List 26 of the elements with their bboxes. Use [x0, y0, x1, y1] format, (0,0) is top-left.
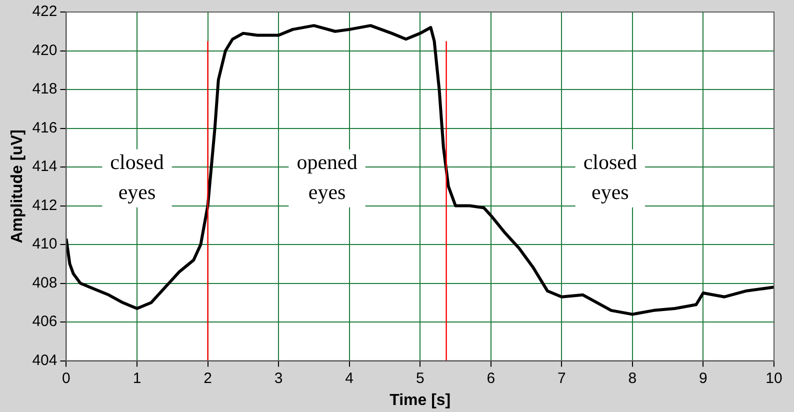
x-tick-label: 4 [345, 370, 354, 387]
x-tick-label: 10 [766, 370, 782, 387]
y-tick-label: 422 [32, 3, 58, 20]
y-tick-label: 416 [32, 119, 58, 136]
y-tick-label: 410 [32, 236, 58, 253]
x-tick-label: 1 [132, 370, 142, 387]
x-tick-label: 6 [486, 370, 496, 387]
annotation: closed eyes [110, 150, 164, 204]
x-tick-label: 5 [416, 370, 424, 387]
x-tick-label: 2 [204, 370, 212, 387]
x-axis-title: Time [s] [390, 392, 451, 409]
x-tick-label: 7 [557, 370, 566, 387]
annotation: opened eyes [296, 150, 358, 204]
y-axis-title: Amplitude [uV] [9, 130, 26, 244]
annotation: closed eyes [583, 150, 638, 204]
x-tick-label: 8 [628, 370, 637, 387]
x-tick-label: 0 [62, 370, 70, 387]
y-tick-label: 408 [32, 274, 58, 292]
y-tick-label: 412 [32, 196, 58, 214]
y-tick-label: 404 [32, 352, 58, 369]
y-tick-label: 420 [32, 42, 58, 59]
x-tick-label: 9 [699, 370, 708, 387]
y-tick-label: 414 [32, 158, 58, 176]
x-tick-label: 3 [274, 370, 283, 387]
y-tick-label: 406 [32, 313, 58, 330]
y-tick-label: 418 [32, 80, 58, 98]
